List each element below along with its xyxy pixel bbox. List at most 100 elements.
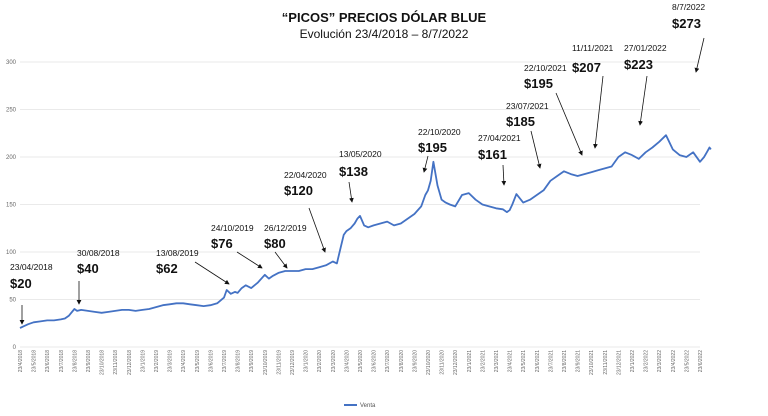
x-tick-label: 23/10/2019 [263, 350, 269, 375]
annotation-date: 27/01/2022 [624, 43, 667, 53]
annotation-arrow [274, 251, 288, 269]
annotation-arrow [555, 92, 583, 156]
x-tick-label: 23/3/2022 [657, 350, 663, 372]
annotation-arrow [422, 155, 429, 173]
x-tick-label: 23/11/2020 [440, 350, 446, 375]
x-tick-label: 23/5/2021 [521, 350, 527, 372]
x-tick-label: 23/3/2021 [494, 350, 500, 372]
annotation-arrow [348, 181, 354, 203]
annotation-value: $120 [284, 183, 313, 198]
x-tick-label: 23/7/2021 [548, 350, 554, 372]
y-tick-label: 50 [9, 298, 16, 304]
annotation-arrow [694, 37, 705, 73]
x-tick-label: 23/1/2022 [630, 350, 636, 372]
x-tick-label: 23/10/2018 [100, 350, 106, 375]
x-tick-label: 23/8/2020 [399, 350, 405, 372]
x-tick-label: 23/7/2020 [385, 350, 391, 372]
x-tick-label: 23/2/2019 [154, 350, 160, 372]
annotation-arrow [194, 261, 230, 285]
annotation-arrow [236, 251, 263, 269]
annotation-date: 22/10/2021 [524, 63, 567, 73]
annotation-arrow [638, 75, 648, 126]
x-tick-label: 23/10/2020 [426, 350, 432, 375]
x-tick-label: 23/4/2022 [671, 350, 677, 372]
annotation-date: 8/7/2022 [672, 2, 705, 12]
series-layer [19, 134, 712, 329]
annotation-date: 24/10/2019 [211, 223, 254, 233]
series-line-venta [19, 134, 712, 329]
chart-subtitle: Evolución 23/4/2018 – 8/7/2022 [300, 27, 469, 41]
x-tick-label: 23/12/2018 [127, 350, 133, 375]
x-tick-label: 23/3/2019 [168, 350, 174, 372]
annotation-layer: 23/04/2018 $20 30/08/2018 $40 13/08/2019 $62 2… [10, 2, 705, 325]
x-tick-label: 23/6/2020 [372, 350, 378, 372]
x-tick-label: 23/11/2021 [603, 350, 609, 375]
x-tick-label: 23/9/2019 [249, 350, 255, 372]
annotation-value: $185 [506, 114, 535, 129]
annotation-date: 22/04/2020 [284, 170, 327, 180]
x-tick-label: 23/4/2018 [18, 350, 24, 372]
annotation-arrow [501, 164, 507, 186]
x-tick-label: 23/11/2019 [276, 350, 282, 375]
annotation-date: 30/08/2018 [77, 248, 120, 258]
x-tick-label: 23/6/2022 [698, 350, 704, 372]
x-tick-label: 23/4/2019 [181, 350, 187, 372]
annotation-value: $62 [156, 261, 178, 276]
annotation-arrow [308, 207, 326, 253]
annotation-value: $80 [264, 236, 286, 251]
x-tick-label: 23/6/2021 [535, 350, 541, 372]
x-tick-label: 23/9/2018 [86, 350, 92, 372]
x-tick-label: 23/2/2020 [317, 350, 323, 372]
x-tick-label: 23/4/2020 [344, 350, 350, 372]
annotation-date: 23/04/2018 [10, 262, 53, 272]
x-tick-label: 23/1/2021 [467, 350, 473, 372]
x-tick-label: 23/8/2018 [72, 350, 78, 372]
x-tick-label: 23/2/2022 [644, 350, 650, 372]
x-tick-label: 23/9/2021 [576, 350, 582, 372]
annotation-value: $223 [624, 57, 653, 72]
annotation-date: 23/07/2021 [506, 101, 549, 111]
annotation-value: $273 [672, 16, 701, 31]
annotation-value: $207 [572, 60, 601, 75]
x-axis-ticks: 23/4/2018 23/5/2018 23/6/2018 23/7/2018 23/8… [18, 350, 704, 375]
chart-title: “PICOS” PRECIOS DÓLAR BLUE [282, 10, 487, 25]
x-tick-label: 23/3/2020 [331, 350, 337, 372]
annotation-value: $138 [339, 164, 368, 179]
x-tick-label: 23/9/2020 [412, 350, 418, 372]
x-tick-label: 23/5/2022 [684, 350, 690, 372]
legend: Venta [344, 403, 376, 409]
annotation-value: $40 [77, 261, 99, 276]
x-tick-label: 23/7/2019 [222, 350, 228, 372]
x-tick-label: 23/7/2018 [59, 350, 65, 372]
y-tick-label: 300 [6, 60, 17, 66]
annotation-date: 11/11/2021 [572, 43, 614, 53]
y-tick-label: 250 [6, 108, 17, 114]
x-tick-label: 23/5/2019 [195, 350, 201, 372]
x-tick-label: 23/6/2018 [45, 350, 51, 372]
annotation-arrow [593, 75, 604, 149]
x-tick-label: 23/12/2019 [290, 350, 296, 375]
x-tick-label: 23/6/2019 [208, 350, 214, 372]
annotation-value: $195 [418, 140, 447, 155]
annotation-value: $161 [478, 147, 507, 162]
x-tick-label: 23/8/2021 [562, 350, 568, 372]
annotation-date: 27/04/2021 [478, 133, 521, 143]
annotation-date: 22/10/2020 [418, 127, 461, 137]
grid-layer [20, 61, 700, 348]
annotation-value: $76 [211, 236, 233, 251]
legend-label: Venta [360, 403, 376, 409]
x-tick-label: 23/1/2019 [140, 350, 146, 372]
x-tick-label: 23/12/2021 [616, 350, 622, 375]
x-tick-label: 23/4/2021 [508, 350, 514, 372]
x-tick-label: 23/10/2021 [589, 350, 595, 375]
x-tick-label: 23/5/2020 [358, 350, 364, 372]
x-tick-label: 23/8/2019 [236, 350, 242, 372]
x-tick-label: 23/2/2021 [480, 350, 486, 372]
x-tick-label: 23/12/2020 [453, 350, 459, 375]
annotation-arrow [530, 130, 542, 169]
annotation-value: $195 [524, 76, 553, 91]
annotation-date: 13/05/2020 [339, 149, 382, 159]
y-tick-label: 0 [13, 345, 17, 351]
y-axis-ticks: 0 50 100 150 200 250 300 [6, 60, 17, 351]
